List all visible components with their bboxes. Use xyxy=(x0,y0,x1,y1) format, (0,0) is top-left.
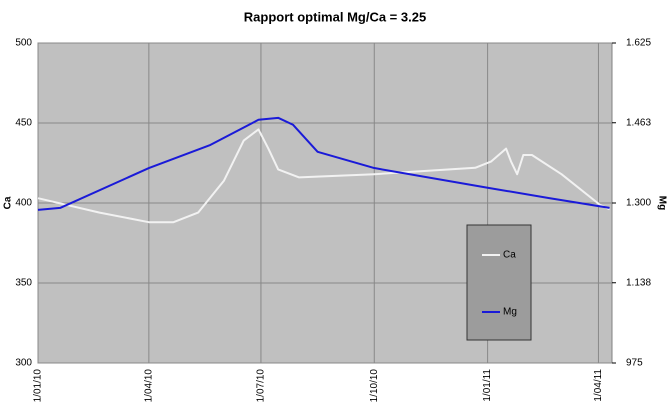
x-tick-label: 1/04/11 xyxy=(593,369,604,402)
legend-label: Mg xyxy=(503,307,517,318)
y2-tick-label: 1.463 xyxy=(626,117,651,128)
y2-tick-label: 1.300 xyxy=(626,198,651,209)
line-series xyxy=(37,128,610,224)
legend-box xyxy=(466,224,532,341)
legend: Ca Mg xyxy=(466,224,532,341)
x-tick-label: 1/04/10 xyxy=(143,369,154,403)
y-tick-label: 450 xyxy=(15,118,32,129)
x-tick-label: 1/01/10 xyxy=(33,369,44,403)
y-tick-label: 350 xyxy=(15,278,32,289)
y-tick-label: 300 xyxy=(15,358,32,369)
x-tick-label: 1/01/11 xyxy=(482,369,493,402)
line-series xyxy=(37,116,610,211)
y2-tick-label: 1.138 xyxy=(626,277,651,288)
chart-title: Rapport optimal Mg/Ca = 3.25 xyxy=(244,9,426,24)
y2-tick-label: 1.625 xyxy=(626,38,651,49)
y-axis-title: Ca xyxy=(3,196,14,209)
x-tick-label: 1/07/10 xyxy=(256,369,267,403)
y2-tick-label: 975 xyxy=(626,358,643,369)
y-tick-label: 500 xyxy=(15,38,32,49)
legend-label: Ca xyxy=(503,250,516,261)
x-tick-label: 1/10/10 xyxy=(369,369,380,403)
y2-axis-title: Mg xyxy=(656,196,667,210)
y-tick-label: 400 xyxy=(15,198,32,209)
